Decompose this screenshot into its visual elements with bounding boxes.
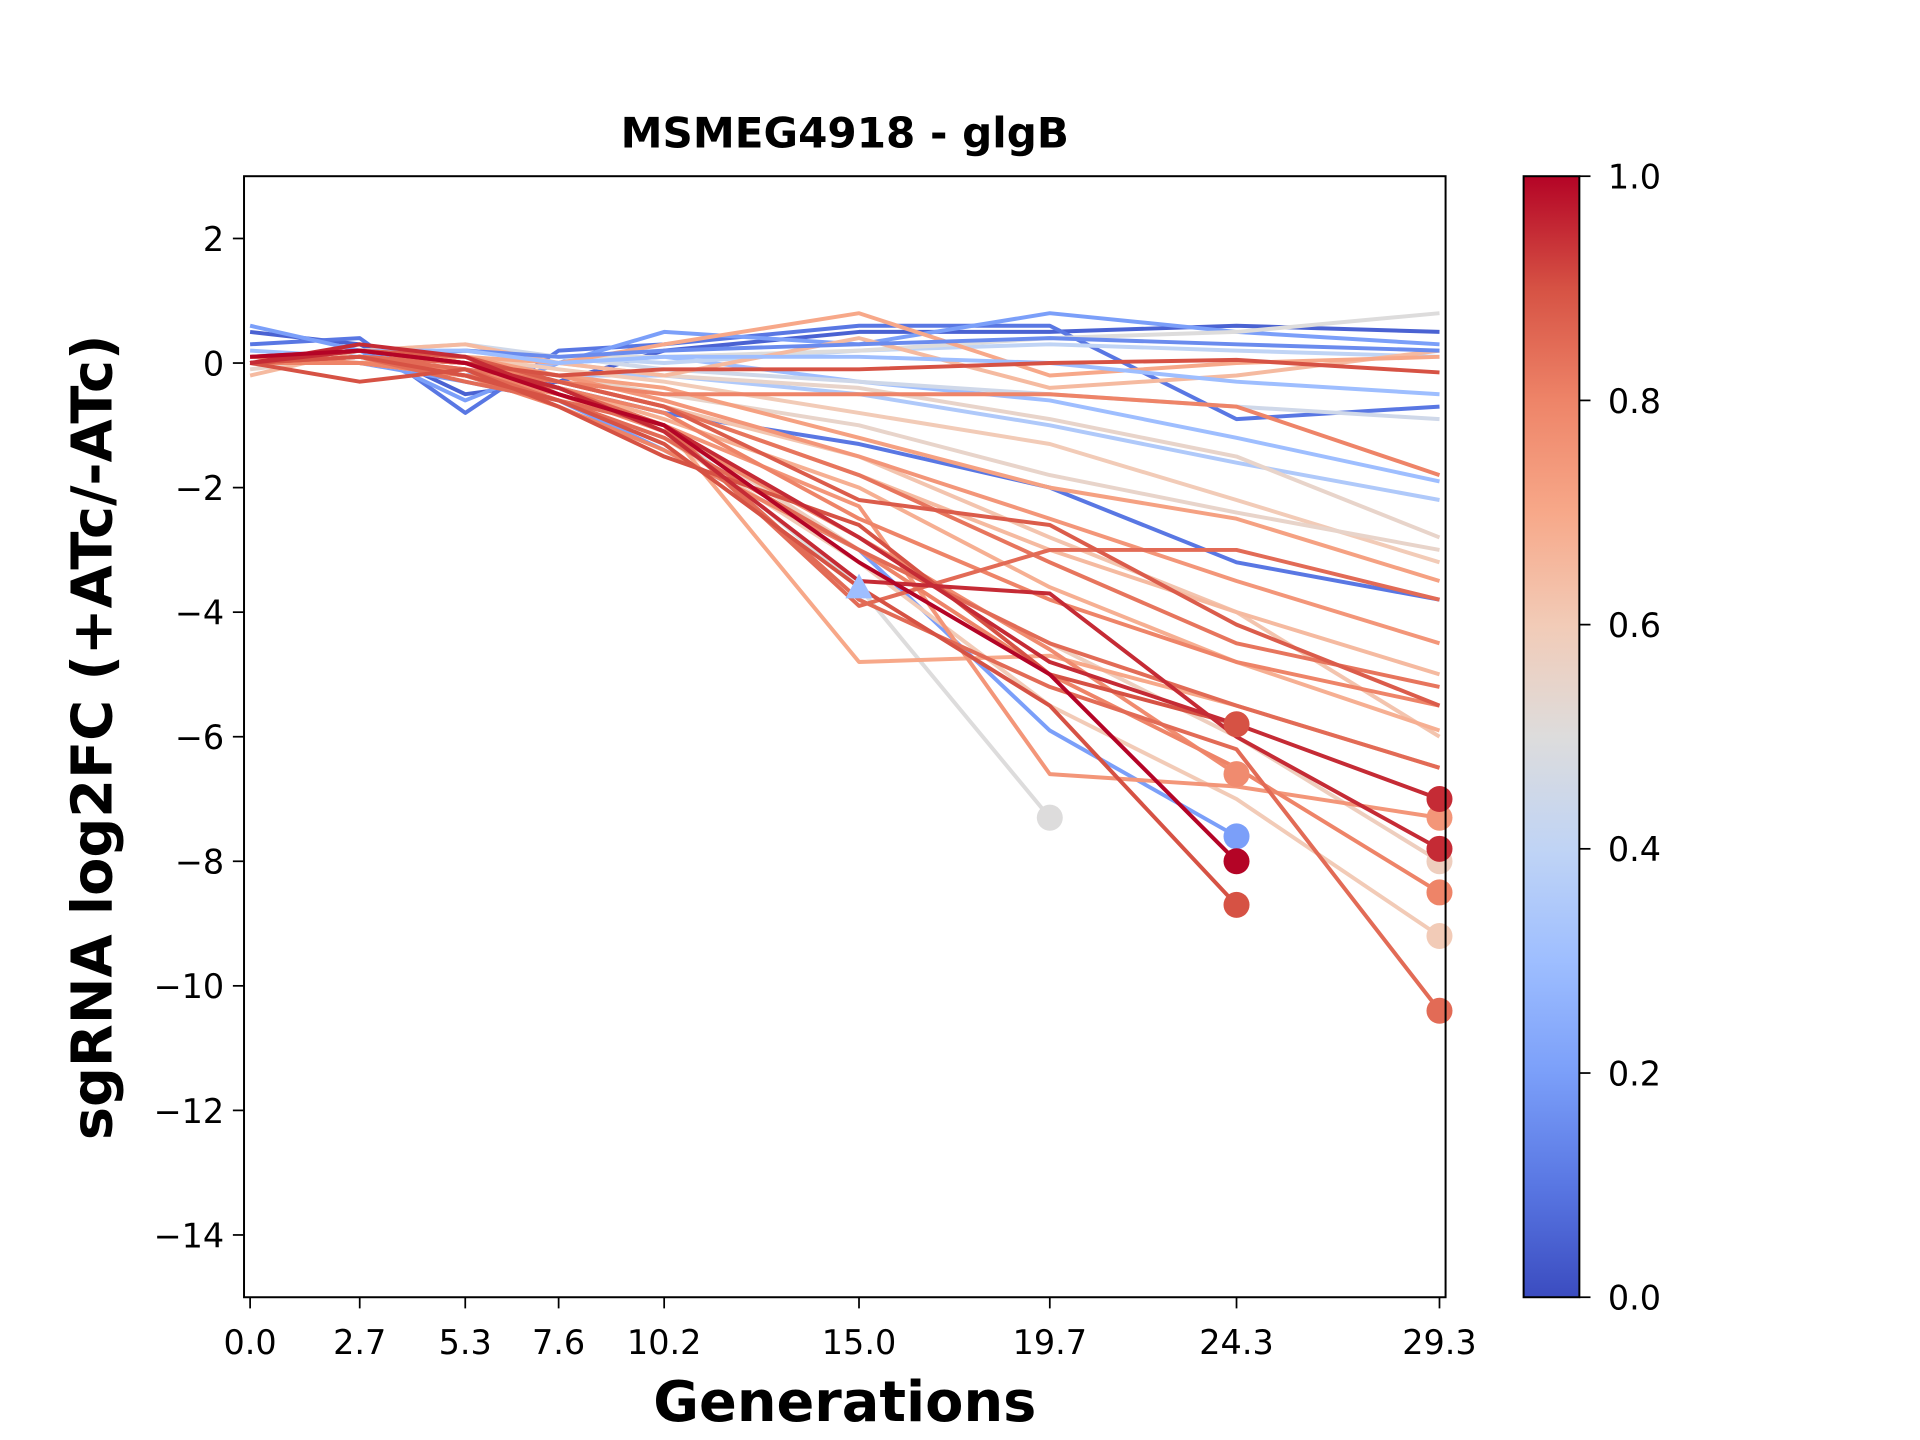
series-markers xyxy=(845,573,1453,1024)
series-end-marker-15 xyxy=(1223,823,1250,850)
colorbar-tick-label: 0.4 xyxy=(1608,830,1661,869)
series-line-40 xyxy=(249,348,1441,851)
triangle-marker-0 xyxy=(845,573,873,599)
series-end-marker-34 xyxy=(1426,997,1453,1024)
x-tick-label: 24.3 xyxy=(1199,1323,1273,1362)
series-lines xyxy=(249,311,1442,1012)
x-tick-label: 0.0 xyxy=(224,1323,277,1362)
x-tick-label: 2.7 xyxy=(333,1323,386,1362)
series-end-marker-16 xyxy=(1036,804,1063,831)
colorbar-tick-label: 0.8 xyxy=(1608,382,1661,421)
series-line-32 xyxy=(249,354,1441,770)
series-end-marker-41 xyxy=(1223,848,1250,875)
colorbar-gradient xyxy=(1522,175,1581,1299)
series-end-marker-37 xyxy=(1223,891,1250,918)
series-line-37 xyxy=(249,354,1238,907)
x-tick-label: 7.6 xyxy=(532,1323,585,1362)
y-tick-label: −14 xyxy=(154,1216,225,1255)
x-axis-label: Generations xyxy=(653,1370,1036,1435)
series-line-38 xyxy=(249,361,1237,727)
y-axis-label: sgRNA log2FC (+ATc/-ATc) xyxy=(60,335,125,1141)
colorbar-tick-label: 0.0 xyxy=(1608,1279,1661,1318)
y-tick-label: −12 xyxy=(154,1092,225,1131)
chart-title: MSMEG4918 - glgB xyxy=(621,109,1069,158)
y-tick-label: −2 xyxy=(175,469,224,508)
colorbar-tick-label: 0.2 xyxy=(1608,1054,1661,1093)
series-line-13 xyxy=(249,348,1440,397)
y-tick-label: −4 xyxy=(175,594,224,633)
series-line-35 xyxy=(249,348,1441,708)
colorbar-tick-label: 1.0 xyxy=(1608,158,1661,197)
x-tick-label: 29.3 xyxy=(1402,1323,1476,1362)
y-tick-label: 0 xyxy=(203,344,224,383)
series-line-9 xyxy=(249,354,1441,565)
x-tick-label: 15.0 xyxy=(822,1323,896,1362)
colorbar-tick-label: 0.6 xyxy=(1608,606,1661,645)
series-line-41 xyxy=(249,348,1238,863)
series-end-marker-19 xyxy=(1426,923,1453,950)
x-axis: 0.0 2.7 5.3 7.6 10.2 15.0 19.7 24.3 29.3 xyxy=(224,1297,1477,1362)
x-tick-label: 5.3 xyxy=(439,1323,492,1362)
y-tick-label: −8 xyxy=(175,843,224,882)
y-tick-label: −6 xyxy=(175,718,224,757)
colorbar: 0.0 0.2 0.4 0.6 0.8 1.0 xyxy=(1522,158,1661,1318)
x-tick-label: 10.2 xyxy=(627,1323,701,1362)
series-end-marker-39 xyxy=(1426,785,1453,813)
y-tick-label: −10 xyxy=(154,967,225,1006)
x-tick-label: 19.7 xyxy=(1013,1323,1087,1362)
series-end-marker-27 xyxy=(1223,761,1250,788)
y-axis: 2 0 −2 −4 −6 −8 −10 −12 −14 xyxy=(154,220,245,1255)
y-tick-label: 2 xyxy=(203,220,224,259)
series-end-marker-40 xyxy=(1426,835,1453,862)
series-end-marker-29 xyxy=(1426,879,1453,906)
series-line-29 xyxy=(250,361,1441,895)
series-end-marker-38 xyxy=(1223,711,1250,738)
